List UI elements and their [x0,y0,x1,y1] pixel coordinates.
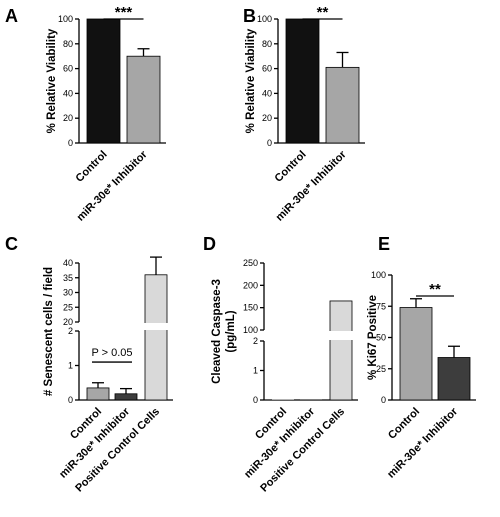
y-tick-label: 35 [63,273,73,283]
y-tick-label: 30 [63,288,73,298]
y-tick-label: 200 [243,280,258,290]
y-tick-label: 0 [253,395,258,405]
bar-control [285,18,320,144]
panel-letter: A [5,6,18,26]
panel-a: A 0 20 40 60 80 100% Relative Viability Control… [5,4,166,224]
bar-mir-30e-inhibitor [126,55,161,144]
bar-control [272,399,294,400]
y-tick-label: 100 [243,325,258,335]
y-tick-label: 80 [262,39,272,49]
y-tick-label: 25 [63,302,73,312]
y-axis-label: % Ki67 Positive [367,295,379,380]
y-tick-label: 50 [376,333,386,343]
bar-mir-30e-inhibitor [437,357,471,401]
panel-letter: D [203,234,216,254]
y-tick-label: 0 [267,138,272,148]
y-tick-label: 40 [63,258,73,268]
category-label: miR-30e* Inhibitor [274,148,350,224]
y-tick-label: 60 [63,64,73,74]
significance-label: ** [429,281,441,298]
y-tick-label: 150 [243,303,258,313]
y-axis-label: Cleaved Caspase-3 [211,279,223,384]
bar-positive-control-cells [329,300,353,401]
axis-break-gap [329,331,353,340]
y-tick-label: 2 [253,336,258,346]
y-tick-label: 40 [63,88,73,98]
y-tick-label: 20 [63,317,73,327]
y-tick-label: 0 [381,395,386,405]
panel-letter: B [243,6,256,26]
y-tick-label: 2 [68,326,73,336]
panel-letter: E [378,234,390,254]
y-tick-label: 1 [253,366,258,376]
y-tick-label: 100 [257,14,272,24]
y-tick-label: 0 [68,395,73,405]
y-tick-label: 75 [376,301,386,311]
bar-control [399,307,433,401]
y-tick-label: 25 [376,364,386,374]
y-tick-label: 60 [262,64,272,74]
panel-letter: C [5,234,18,254]
y-tick-label: 0 [68,138,73,148]
bar-mir-30e-inhibitor [300,399,322,400]
y-tick-label: 100 [58,14,73,24]
panel-b: B 0 20 40 60 80 100% Relative Viability Control… [243,4,365,224]
y-axis-label: % Relative Viability [46,28,58,133]
bar-mir-30e-inhibitor [114,393,138,401]
bar-positive-control-cells [144,274,168,401]
category-label: Control [73,149,109,185]
category-label: miR-30e* Inhibitor [75,148,151,224]
y-axis-label: % Relative Viability [245,28,257,133]
y-tick-label: 80 [63,39,73,49]
category-label: miR-30e* Inhibitor [385,405,461,481]
y-tick-label: 100 [371,270,386,280]
category-label: Control [272,149,308,185]
axis-break-gap [144,323,168,330]
bar-control [86,18,121,144]
bar-control [86,387,110,401]
category-label: Control [386,406,422,442]
y-axis-label-unit: (pg/mL) [225,310,237,352]
significance-label: *** [115,4,133,21]
y-tick-label: 250 [243,258,258,268]
panel-e: E 0 25 50 75 100 % Ki67 Positive ControlmiR-30e… [367,234,476,481]
y-tick-label: 1 [68,361,73,371]
y-tick-label: 20 [262,113,272,123]
significance-label: ** [317,4,329,21]
y-tick-label: 40 [262,88,272,98]
y-axis-label: # Senescent cells / field [43,267,55,396]
p-value-label: P > 0.05 [91,347,132,359]
bar-mir-30e-inhibitor [325,66,360,144]
y-tick-label: 20 [63,113,73,123]
